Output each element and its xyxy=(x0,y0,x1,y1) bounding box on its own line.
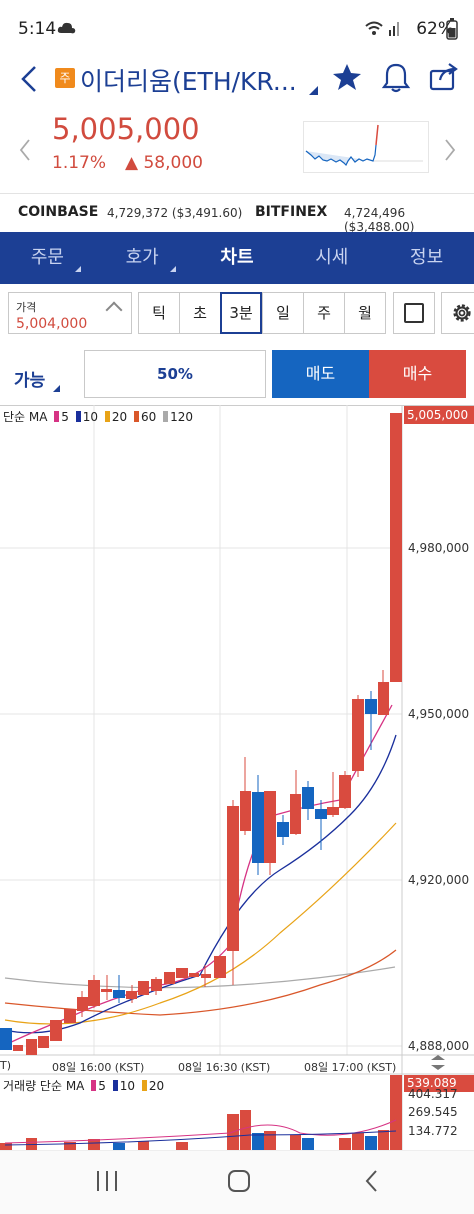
share-icon[interactable] xyxy=(428,62,460,92)
ma5-label: 5 xyxy=(61,410,69,424)
tab-orderbook[interactable]: 호가 xyxy=(95,232,190,284)
tab-order[interactable]: 주문 xyxy=(0,232,95,284)
tab-info[interactable]: 정보 xyxy=(410,247,444,268)
back-nav-icon[interactable] xyxy=(362,1168,382,1194)
vol-ma20-label: 20 xyxy=(148,1079,165,1093)
vol-ma20-swatch xyxy=(141,1080,147,1091)
period-day[interactable]: 일 xyxy=(262,292,304,334)
vol-ma5-label: 5 xyxy=(98,1079,106,1093)
ma-legend-label: 단순 MA xyxy=(3,410,48,424)
system-nav-bar xyxy=(0,1150,474,1214)
volume-legend-label: 거래량 단순 MA xyxy=(3,1079,85,1093)
mini-chart[interactable] xyxy=(303,121,429,173)
ma10-label: 10 xyxy=(82,410,99,424)
ma-legend: 단순 MA 5 10 20 60 120 xyxy=(3,408,193,425)
bell-icon[interactable] xyxy=(381,62,411,94)
ma5-swatch xyxy=(54,411,60,422)
time-axis-label: T) xyxy=(0,1059,12,1072)
sell-button[interactable]: 매도 xyxy=(272,350,369,398)
volume-axis-label: 134.772 xyxy=(408,1124,458,1138)
exchange-row xyxy=(0,193,474,231)
change-amount: ▲ 58,000 xyxy=(125,153,203,173)
vol-ma10-label: 10 xyxy=(119,1079,135,1093)
quantity-percent-button[interactable]: 50% xyxy=(84,350,266,398)
vol-ma10-swatch xyxy=(112,1080,118,1091)
settings-button[interactable] xyxy=(441,292,474,334)
volume-axis-label: 404.317 xyxy=(408,1087,458,1101)
period-second[interactable]: 초 xyxy=(179,292,221,334)
candlestick-chart[interactable] xyxy=(0,405,474,1150)
next-arrow-icon[interactable] xyxy=(443,138,457,162)
main-tabs: 주문 호가 차트 시세 정보 xyxy=(0,232,474,284)
wifi-signal-icon xyxy=(365,21,399,36)
ma20-swatch xyxy=(104,411,110,422)
ma120-swatch xyxy=(163,411,169,422)
square-icon xyxy=(404,303,424,323)
battery-icon xyxy=(446,18,458,40)
prev-arrow-icon[interactable] xyxy=(18,138,32,162)
cloud-icon xyxy=(57,22,76,34)
stock-type-badge: 주 xyxy=(55,68,75,88)
vol-ma5-swatch xyxy=(91,1080,97,1091)
available-selector[interactable]: 가능 xyxy=(14,371,46,391)
ma10-swatch xyxy=(75,411,81,422)
current-price-tag: 5,005,000 xyxy=(404,406,474,424)
period-3min[interactable]: 3분 xyxy=(220,292,262,334)
time-axis-label: 08일 16:30 (KST) xyxy=(178,1061,271,1074)
star-icon[interactable] xyxy=(332,62,362,92)
y-axis-label: 4,888,000 xyxy=(408,1039,470,1053)
chart-canvas[interactable] xyxy=(0,405,474,1150)
volume-legend: 거래량 단순 MA 5 10 20 xyxy=(3,1077,164,1094)
ma20-label: 20 xyxy=(111,410,128,424)
tab-chart[interactable]: 차트 xyxy=(220,247,254,268)
current-price: 5,005,000 xyxy=(52,112,200,146)
tab-menu-icon xyxy=(74,266,81,272)
battery-level: 62% xyxy=(416,19,454,39)
ma60-label: 60 xyxy=(140,410,157,424)
status-time: 5:14 xyxy=(18,19,57,39)
price-input-value: 5,004,000 xyxy=(16,316,88,332)
dropdown-icon xyxy=(53,385,60,392)
ma120-label: 120 xyxy=(170,410,193,424)
period-tick[interactable]: 틱 xyxy=(138,292,180,334)
recents-icon[interactable] xyxy=(94,1168,120,1194)
y-axis-label: 4,950,000 xyxy=(408,707,470,721)
volume-axis-label: 269.545 xyxy=(408,1105,458,1119)
period-month[interactable]: 월 xyxy=(344,292,386,334)
exchange-name-bitfinex: BITFINEX xyxy=(255,204,328,220)
tab-quotes[interactable]: 시세 xyxy=(315,247,349,268)
exchange-name-coinbase: COINBASE xyxy=(18,204,99,220)
exchange-price-bitfinex: 4,724,496 ($3,488.00) xyxy=(344,206,415,234)
gear-icon xyxy=(453,304,471,322)
tab-menu-icon xyxy=(169,266,176,272)
back-icon[interactable] xyxy=(18,64,40,94)
y-axis-label: 4,920,000 xyxy=(408,873,470,887)
price-input-label: 가격 xyxy=(16,301,37,314)
page-title[interactable]: 이더리움(ETH/KR... xyxy=(80,67,297,96)
title-dropdown-icon[interactable] xyxy=(309,86,318,95)
time-axis-label: 08일 17:00 (KST) xyxy=(304,1061,397,1074)
time-axis-label: 08일 16:00 (KST) xyxy=(52,1061,145,1074)
home-icon[interactable] xyxy=(226,1168,252,1194)
ma60-swatch xyxy=(133,411,139,422)
drawing-toggle-button[interactable] xyxy=(393,292,435,334)
y-axis-label: 4,980,000 xyxy=(408,541,470,555)
period-week[interactable]: 주 xyxy=(303,292,345,334)
volume-tag: 539.089 xyxy=(404,1075,474,1092)
price-input[interactable] xyxy=(8,292,132,334)
change-percent: 1.17% xyxy=(52,153,107,173)
exchange-price-coinbase: 4,729,372 ($3,491.60) xyxy=(107,206,243,220)
buy-button[interactable]: 매수 xyxy=(369,350,466,398)
